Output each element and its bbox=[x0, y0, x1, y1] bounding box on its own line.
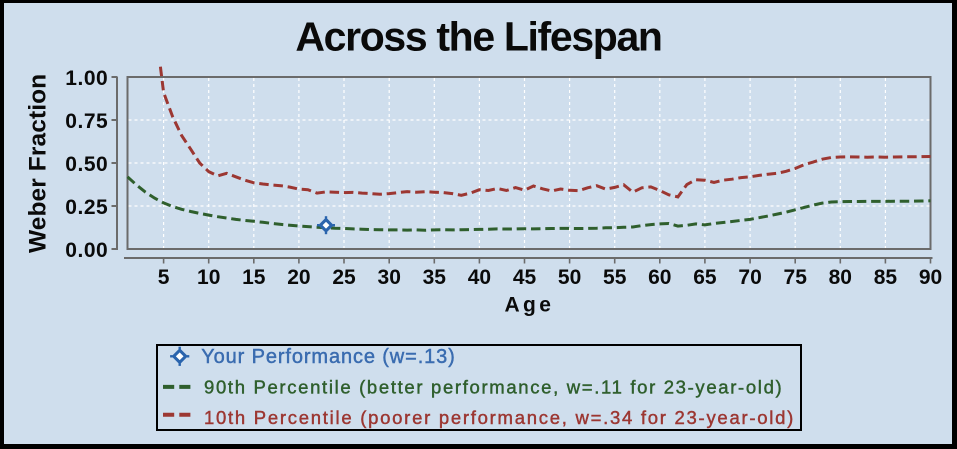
svg-text:55: 55 bbox=[603, 266, 627, 289]
svg-text:0.00: 0.00 bbox=[65, 239, 108, 262]
svg-text:70: 70 bbox=[738, 266, 761, 289]
svg-text:15: 15 bbox=[242, 266, 266, 289]
svg-text:90: 90 bbox=[919, 266, 942, 289]
svg-text:Your Performance (w=.13): Your Performance (w=.13) bbox=[201, 346, 455, 368]
svg-text:90th Percentile (better perfor: 90th Percentile (better performance, w=.… bbox=[204, 376, 783, 397]
svg-text:Age: Age bbox=[504, 294, 554, 317]
svg-text:50: 50 bbox=[558, 266, 581, 289]
svg-text:65: 65 bbox=[693, 266, 717, 289]
svg-text:0.75: 0.75 bbox=[65, 110, 108, 133]
svg-text:25: 25 bbox=[332, 266, 356, 289]
svg-text:45: 45 bbox=[513, 266, 537, 289]
svg-text:0.25: 0.25 bbox=[65, 196, 108, 219]
svg-text:75: 75 bbox=[784, 266, 808, 289]
svg-text:60: 60 bbox=[648, 266, 671, 289]
svg-text:85: 85 bbox=[874, 266, 898, 289]
svg-text:10th Percentile (poorer perfor: 10th Percentile (poorer performance, w=.… bbox=[204, 407, 795, 428]
svg-text:80: 80 bbox=[829, 266, 852, 289]
svg-text:35: 35 bbox=[423, 266, 447, 289]
svg-text:10: 10 bbox=[197, 266, 220, 289]
svg-text:5: 5 bbox=[158, 266, 170, 289]
svg-text:20: 20 bbox=[287, 266, 310, 289]
svg-text:Across the Lifespan: Across the Lifespan bbox=[295, 14, 661, 60]
svg-text:40: 40 bbox=[468, 266, 491, 289]
svg-text:Weber Fraction: Weber Fraction bbox=[25, 74, 52, 253]
svg-text:0.50: 0.50 bbox=[65, 153, 108, 176]
svg-text:30: 30 bbox=[378, 266, 401, 289]
svg-text:1.00: 1.00 bbox=[65, 67, 108, 90]
